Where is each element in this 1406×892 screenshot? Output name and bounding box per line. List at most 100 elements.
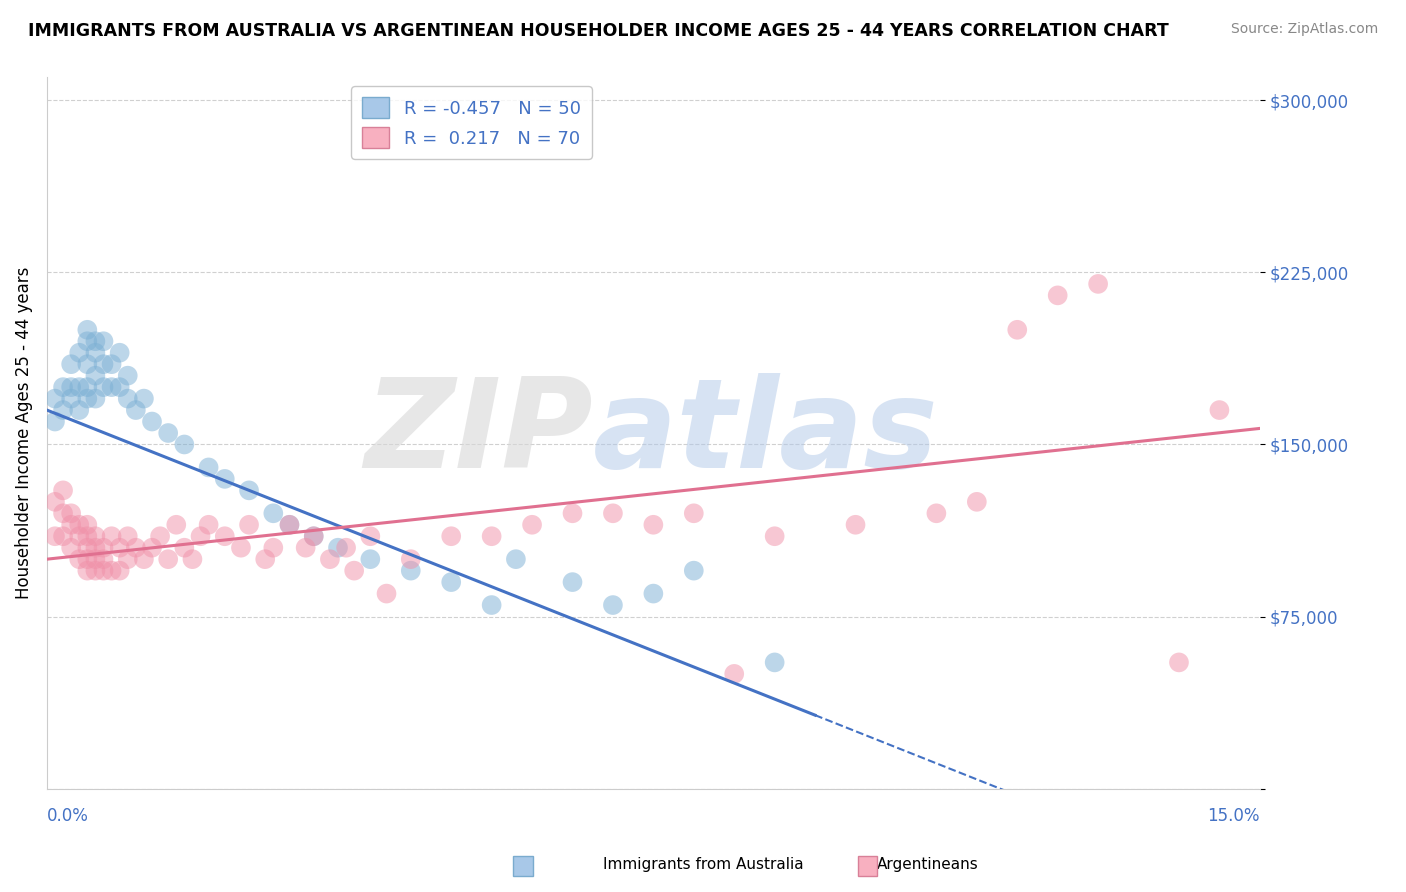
Point xyxy=(67,380,90,394)
Point xyxy=(84,564,107,578)
Text: IMMIGRANTS FROM AUSTRALIA VS ARGENTINEAN HOUSEHOLDER INCOME AGES 25 - 44 YEARS C: IMMIGRANTS FROM AUSTRALIA VS ARGENTINEAN… xyxy=(28,22,1168,40)
Point xyxy=(294,541,316,555)
Point xyxy=(1087,277,1109,291)
Point xyxy=(93,357,115,371)
Point xyxy=(44,495,66,509)
Point xyxy=(108,564,131,578)
Point xyxy=(359,552,381,566)
Point xyxy=(602,598,624,612)
Point xyxy=(76,392,98,406)
Point xyxy=(67,345,90,359)
Text: Immigrants from Australia: Immigrants from Australia xyxy=(603,857,803,872)
Point xyxy=(278,517,301,532)
Point xyxy=(254,552,277,566)
Point xyxy=(108,345,131,359)
Point xyxy=(84,552,107,566)
Point xyxy=(481,529,503,543)
Point xyxy=(302,529,325,543)
Point xyxy=(141,541,163,555)
Point xyxy=(602,506,624,520)
Point xyxy=(93,334,115,349)
Point xyxy=(440,575,463,590)
Point xyxy=(1208,403,1230,417)
Text: atlas: atlas xyxy=(593,373,938,493)
Point xyxy=(238,517,260,532)
Legend: R = -0.457   N = 50, R =  0.217   N = 70: R = -0.457 N = 50, R = 0.217 N = 70 xyxy=(352,87,592,159)
Point xyxy=(173,437,195,451)
Point xyxy=(682,506,704,520)
Point xyxy=(76,357,98,371)
Point xyxy=(399,552,422,566)
Point xyxy=(302,529,325,543)
Point xyxy=(60,517,83,532)
Point xyxy=(844,517,866,532)
Point xyxy=(76,323,98,337)
Point xyxy=(100,357,122,371)
Point xyxy=(76,541,98,555)
Point xyxy=(100,380,122,394)
Point xyxy=(100,529,122,543)
Point xyxy=(343,564,366,578)
Point xyxy=(643,517,665,532)
Point xyxy=(181,552,204,566)
Text: Argentineans: Argentineans xyxy=(877,857,979,872)
Point xyxy=(723,666,745,681)
Point xyxy=(481,598,503,612)
Point xyxy=(262,506,284,520)
Point xyxy=(132,392,155,406)
Point xyxy=(125,541,148,555)
Point xyxy=(229,541,252,555)
Point xyxy=(157,425,180,440)
Point xyxy=(197,460,219,475)
Text: ZIP: ZIP xyxy=(364,373,593,493)
Point xyxy=(125,403,148,417)
Point xyxy=(93,564,115,578)
Text: Source: ZipAtlas.com: Source: ZipAtlas.com xyxy=(1230,22,1378,37)
Point xyxy=(84,345,107,359)
Point xyxy=(76,564,98,578)
Point xyxy=(44,529,66,543)
Point xyxy=(1168,656,1191,670)
Point xyxy=(84,334,107,349)
Point xyxy=(108,541,131,555)
Point xyxy=(505,552,527,566)
Point xyxy=(278,517,301,532)
Point xyxy=(67,517,90,532)
Point xyxy=(76,517,98,532)
Point xyxy=(60,380,83,394)
Point xyxy=(76,380,98,394)
Y-axis label: Householder Income Ages 25 - 44 years: Householder Income Ages 25 - 44 years xyxy=(15,267,32,599)
Point xyxy=(561,506,583,520)
Point xyxy=(52,380,75,394)
Point xyxy=(76,529,98,543)
Point xyxy=(117,552,139,566)
Point xyxy=(763,656,786,670)
Point xyxy=(52,529,75,543)
Point xyxy=(238,483,260,498)
Point xyxy=(262,541,284,555)
Point xyxy=(197,517,219,532)
Point xyxy=(375,586,398,600)
Point xyxy=(100,564,122,578)
Point xyxy=(117,392,139,406)
Point xyxy=(132,552,155,566)
Point xyxy=(1046,288,1069,302)
Point xyxy=(319,552,342,566)
Point xyxy=(561,575,583,590)
Point xyxy=(52,403,75,417)
Point xyxy=(440,529,463,543)
Point xyxy=(214,529,236,543)
Point xyxy=(335,541,357,555)
Point xyxy=(108,380,131,394)
Point xyxy=(399,564,422,578)
Point xyxy=(93,541,115,555)
Point xyxy=(763,529,786,543)
Point xyxy=(93,552,115,566)
Point xyxy=(52,483,75,498)
Point xyxy=(60,506,83,520)
Text: 15.0%: 15.0% xyxy=(1208,806,1260,824)
Point xyxy=(141,415,163,429)
Point xyxy=(359,529,381,543)
Point xyxy=(60,541,83,555)
Point xyxy=(60,392,83,406)
